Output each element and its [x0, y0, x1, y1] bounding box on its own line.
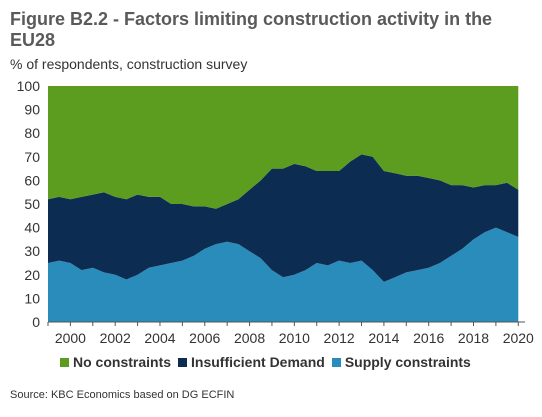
x-tick-label: 2014	[368, 330, 399, 346]
x-tick-label: 2002	[100, 330, 131, 346]
y-tick-label: 80	[24, 125, 40, 141]
legend-item-supply-constraints: Supply constraints	[331, 354, 471, 370]
y-tick-label: 60	[24, 172, 40, 188]
legend-label-supply-constraints: Supply constraints	[344, 354, 471, 370]
y-tick-label: 90	[24, 102, 40, 118]
legend-label-no-constraints: No constraints	[73, 354, 172, 370]
y-axis: 0 10 20 30 40 50 60 70 80 90 100	[17, 78, 41, 330]
x-tick-label: 2000	[55, 330, 86, 346]
x-tick-label: 2016	[413, 330, 444, 346]
x-tick-label: 2010	[279, 330, 310, 346]
legend-item-insufficient-demand: Insufficient Demand	[178, 354, 325, 370]
x-tick-label: 2018	[458, 330, 489, 346]
legend-swatch-no-constraints	[60, 357, 69, 367]
chart-subtitle: % of respondents, construction survey	[10, 56, 248, 72]
area-insufficient-demand	[48, 154, 519, 282]
chart-title: Figure B2.2 - Factors limiting construct…	[10, 9, 493, 50]
source-note: Source: KBC Economics based on DG ECFIN	[10, 389, 235, 401]
y-tick-label: 40	[24, 220, 40, 236]
y-tick-label: 100	[17, 78, 41, 94]
y-tick-label: 30	[24, 243, 40, 259]
plot-area	[48, 86, 519, 322]
legend-item-no-constraints: No constraints	[60, 354, 171, 370]
y-tick-label: 0	[32, 314, 40, 330]
x-axis: 2000 2002 2004 2006 2008 2010 2012 2014 2016 2018…	[47, 321, 534, 346]
y-tick-label: 70	[24, 149, 40, 165]
legend-swatch-supply-constraints	[331, 357, 341, 367]
area-no-constraints	[48, 86, 519, 209]
legend: No constraints Insufficient Demand Suppl…	[60, 354, 471, 370]
x-tick-label: 2012	[324, 330, 355, 346]
legend-swatch-insufficient-demand	[178, 357, 188, 367]
x-tick-label: 2008	[234, 330, 265, 346]
y-tick-label: 50	[24, 196, 40, 212]
x-tick-label: 2006	[189, 330, 220, 346]
x-tick-label: 2020	[503, 330, 534, 346]
legend-label-insufficient-demand: Insufficient Demand	[191, 354, 325, 370]
area-supply-constraints	[48, 227, 519, 322]
x-tick-label: 2004	[144, 330, 175, 346]
y-tick-label: 20	[24, 267, 40, 283]
y-tick-label: 10	[24, 290, 40, 306]
